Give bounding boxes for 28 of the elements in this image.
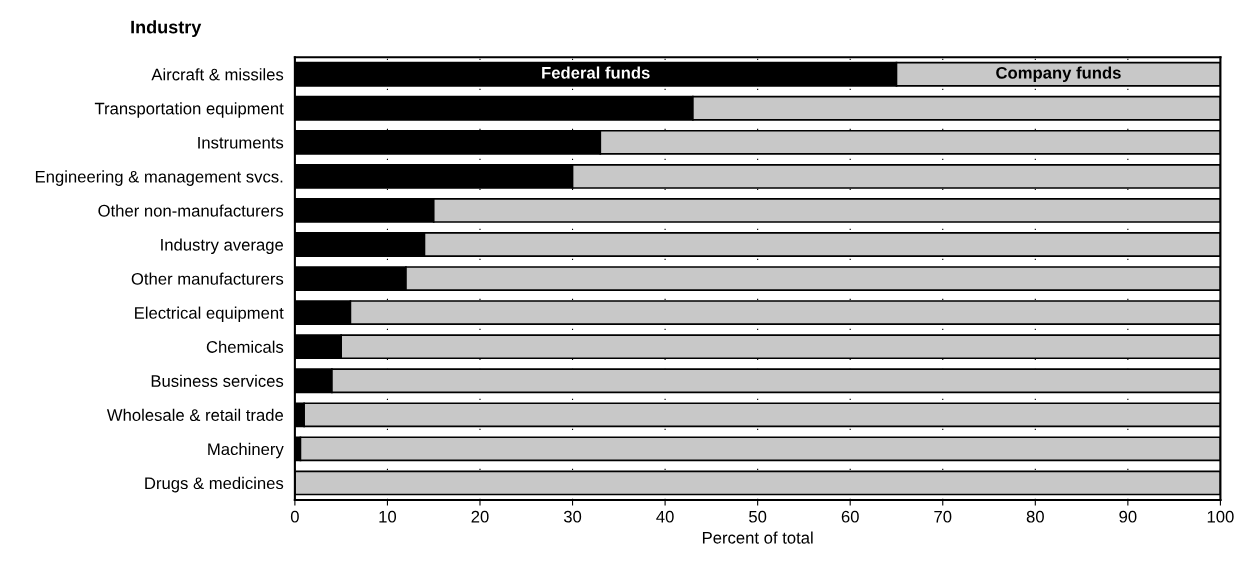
- y-tick-label: Business services: [151, 374, 284, 387]
- x-axis-title: Percent of total: [702, 531, 813, 544]
- y-tick-label: Industry average: [161, 238, 284, 255]
- y-tick-label: Chemicals: [206, 340, 284, 353]
- x-tick-label: 0: [290, 510, 299, 523]
- x-tick-label: 40: [656, 510, 674, 523]
- y-tick-label: Instruments: [198, 136, 284, 149]
- x-tick-label: 100: [1207, 510, 1234, 523]
- x-tick-label: 80: [1026, 510, 1044, 523]
- y-tick-label: Other non-manufacturers: [98, 204, 284, 217]
- y-tick-label: Drugs & medicines: [145, 476, 284, 493]
- x-tick-label: 30: [563, 510, 582, 523]
- x-tick-label: 70: [934, 510, 952, 523]
- chart-title: Industry: [131, 20, 202, 38]
- y-tick-label: Machinery: [208, 442, 284, 459]
- y-tick-label: Engineering & management svcs.: [35, 170, 283, 186]
- x-tick-label: 10: [379, 510, 397, 523]
- series-label: Federal funds: [542, 66, 650, 79]
- x-tick-label: 60: [841, 510, 859, 523]
- y-tick-label: Wholesale & retail trade: [106, 408, 284, 421]
- series-label: Company funds: [996, 66, 1121, 82]
- y-tick-label: Transportation equipment: [94, 102, 284, 118]
- x-tick-label: 90: [1119, 510, 1137, 523]
- y-tick-label: Aircraft & missiles: [151, 68, 284, 81]
- x-tick-label: 50: [749, 510, 767, 523]
- y-tick-label: Other manufacturers: [131, 272, 284, 285]
- x-tick-label: 20: [471, 510, 489, 523]
- y-tick-label: Electrical equipment: [135, 306, 284, 323]
